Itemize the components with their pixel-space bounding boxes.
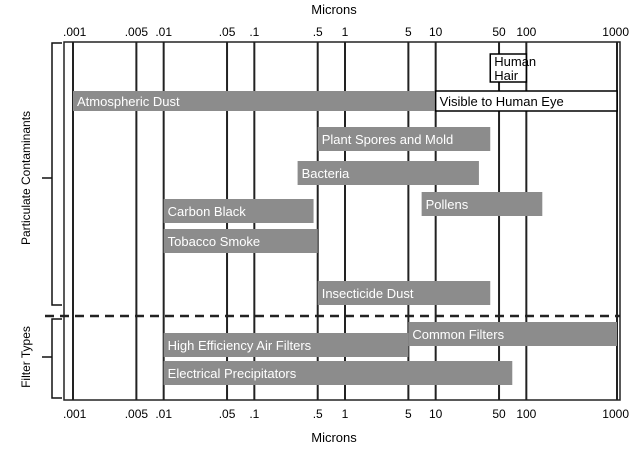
plot-frame xyxy=(63,41,621,401)
top-tick-label: .05 xyxy=(219,25,236,39)
x-axis-title-top: Microns xyxy=(311,2,357,17)
bar-electrical-precipitators xyxy=(163,361,513,385)
top-tick-labels: .001 .005 .01 .05 .1 .5 1 5 10 50 100 1000 xyxy=(63,25,629,39)
top-tick-label: .005 xyxy=(125,25,149,39)
bottom-tick-labels: .001 .005 .01 .05 .1 .5 1 5 10 50 100 1000 xyxy=(63,407,629,421)
top-tick-label: .01 xyxy=(155,25,172,39)
bar-plant-spores-and-mold xyxy=(317,127,491,151)
top-tick-label: .1 xyxy=(249,25,259,39)
bottom-tick-label: .005 xyxy=(125,407,149,421)
top-tick-label: 10 xyxy=(429,25,443,39)
bar-label-pollens: Pollens xyxy=(426,197,469,212)
x-axis-title-bottom: Microns xyxy=(311,430,357,445)
top-tick-label: 1000 xyxy=(602,25,629,39)
bar-common-filters xyxy=(408,322,617,346)
bar-label-plant-spores-and-mold: Plant Spores and Mold xyxy=(322,132,454,147)
bar-high-efficiency-air-filters xyxy=(163,333,409,357)
top-tick-label: 50 xyxy=(492,25,506,39)
bottom-tick-label: 50 xyxy=(492,407,506,421)
top-tick-label: .001 xyxy=(63,25,87,39)
bar-label-human-hair: Human xyxy=(494,54,536,69)
bar-label-insecticide-dust: Insecticide Dust xyxy=(322,286,414,301)
bar-label-carbon-black: Carbon Black xyxy=(168,204,247,219)
bar-visible-to-human-eye xyxy=(434,90,618,112)
bar-label-common-filters: Common Filters xyxy=(412,327,504,342)
bottom-tick-label: .5 xyxy=(313,407,323,421)
top-tick-label: 5 xyxy=(405,25,412,39)
bar-label-atmospheric-dust: Atmospheric Dust xyxy=(77,94,180,109)
bottom-tick-label: 1 xyxy=(342,407,349,421)
bar-label-high-efficiency-air-filters: High Efficiency Air Filters xyxy=(168,338,312,353)
bottom-tick-label: 5 xyxy=(405,407,412,421)
bar-carbon-black xyxy=(163,199,314,223)
bar-label-electrical-precipitators: Electrical Precipitators xyxy=(168,366,297,381)
filter-group-bracket xyxy=(42,318,62,399)
bottom-tick-label: .1 xyxy=(249,407,259,421)
filter-group-label: Filter Types xyxy=(19,326,33,388)
top-tick-label: 100 xyxy=(516,25,536,39)
bar-label-bacteria: Bacteria xyxy=(302,166,350,181)
bar-bacteria xyxy=(297,161,479,185)
bar-insecticide-dust xyxy=(317,281,491,305)
top-tick-label: 1 xyxy=(342,25,349,39)
bottom-tick-label: .001 xyxy=(63,407,87,421)
bottom-tick-label: 100 xyxy=(516,407,536,421)
bar-label-tobacco-smoke: Tobacco Smoke xyxy=(168,234,261,249)
bottom-tick-label: .05 xyxy=(219,407,236,421)
bar-label-visible-to-human-eye: Visible to Human Eye xyxy=(440,94,564,109)
bar-label-human-hair: Hair xyxy=(494,68,519,83)
bar-atmospheric-dust xyxy=(73,91,436,111)
bar-pollens xyxy=(421,192,543,216)
bar-tobacco-smoke xyxy=(163,229,318,253)
particulate-group-label: Particulate Contaminants xyxy=(19,111,33,245)
bottom-tick-label: .01 xyxy=(155,407,172,421)
bar-human-hair xyxy=(489,53,528,83)
bottom-tick-label: 1000 xyxy=(602,407,629,421)
bottom-tick-label: 10 xyxy=(429,407,443,421)
top-tick-label: .5 xyxy=(313,25,323,39)
particulate-group-bracket xyxy=(42,42,62,306)
